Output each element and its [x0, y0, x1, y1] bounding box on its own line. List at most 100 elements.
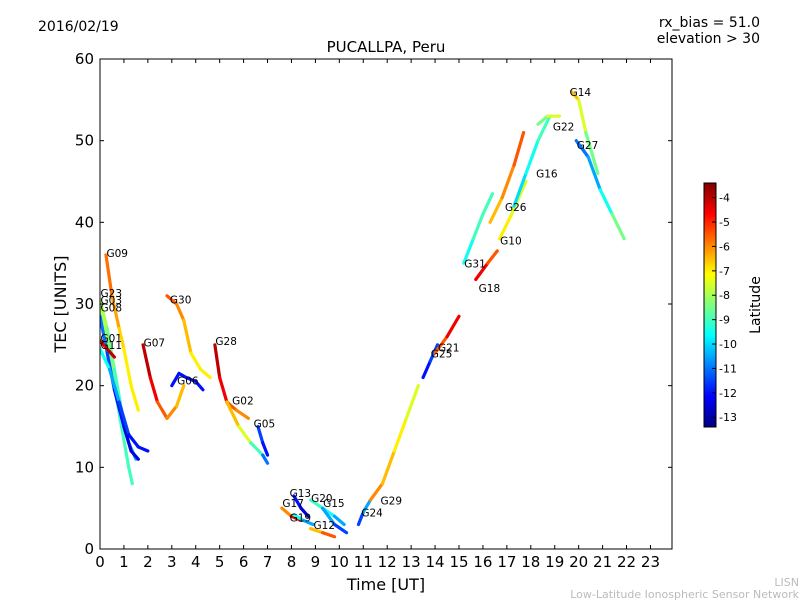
- colorbar-tick-label: -9: [719, 314, 730, 327]
- series-g16: [512, 114, 552, 208]
- series-segment: [165, 404, 179, 420]
- satellite-label-g26: G26: [505, 202, 527, 214]
- series-segment: [471, 212, 485, 241]
- series-g02: [225, 400, 270, 465]
- series-segment: [237, 424, 253, 445]
- series-segment: [100, 347, 112, 371]
- satellite-label-g21: G21: [438, 343, 460, 355]
- x-tick-label: 20: [569, 553, 588, 571]
- series-segment: [129, 384, 140, 412]
- series-g19: [292, 513, 315, 527]
- series-segment: [481, 192, 495, 216]
- satellite-label-g31: G31: [464, 258, 486, 270]
- series-segment: [577, 98, 588, 135]
- x-tick-label: 13: [402, 553, 421, 571]
- x-tick-label: 2: [143, 553, 153, 571]
- series-segment: [598, 188, 614, 216]
- x-tick-label: 18: [521, 553, 540, 571]
- x-tick-label: 6: [239, 553, 249, 571]
- satellite-label-g07: G07: [144, 338, 166, 350]
- series-segment: [129, 449, 140, 461]
- satellite-label-g19: G19: [290, 512, 312, 524]
- series-segment: [488, 196, 504, 224]
- satellite-label-g16: G16: [536, 169, 558, 181]
- series-segment: [261, 453, 270, 465]
- series-segment: [309, 526, 325, 535]
- series-segment: [292, 513, 306, 523]
- network-long-label: Low-Latitude Ionospheric Sensor Network: [570, 588, 799, 600]
- series-segment: [361, 498, 373, 514]
- series-segment: [320, 506, 337, 527]
- series-g18: [474, 249, 499, 282]
- series-segment: [536, 114, 550, 126]
- x-tick-label: 17: [497, 553, 516, 571]
- elevation-label: elevation > 30: [657, 31, 760, 47]
- y-tick-label: 60: [75, 50, 94, 68]
- series-g05: [256, 424, 270, 457]
- series-segment: [574, 139, 590, 159]
- series-segment: [392, 416, 408, 453]
- x-tick-label: 14: [426, 553, 445, 571]
- series-segment: [122, 424, 133, 453]
- satellite-label-g24: G24: [361, 508, 383, 520]
- colorbar-tick-label: -5: [719, 216, 730, 229]
- series-segment: [332, 522, 349, 535]
- series-g24: [356, 498, 373, 527]
- colorbar: -4 -5 -6 -7 -8 -9 -10 -11 -12 -13 Latitude: [703, 182, 764, 428]
- colorbar-tick-label: -12: [719, 387, 737, 400]
- series-segment: [584, 130, 600, 175]
- series-segment: [474, 261, 490, 282]
- satellite-label-g05: G05: [254, 419, 276, 431]
- series-segment: [586, 155, 602, 192]
- colorbar-tick-label: -10: [719, 338, 737, 351]
- series-g29: [368, 384, 420, 502]
- satellite-label-g30: G30: [170, 294, 192, 306]
- series-segment: [194, 379, 205, 392]
- series-segment: [155, 400, 169, 420]
- satellite-label-g15: G15: [323, 498, 345, 510]
- satellite-label-g29: G29: [381, 495, 403, 507]
- satellite-label-g20: G20: [311, 493, 333, 505]
- series-segment: [105, 347, 116, 359]
- series-segment: [189, 351, 203, 371]
- series-g09: [104, 253, 140, 412]
- series-segment: [610, 212, 626, 241]
- satellite-label-g11: G11: [101, 340, 123, 352]
- series-segment: [380, 449, 396, 486]
- series-g06: [170, 371, 205, 392]
- x-tick-label: 10: [330, 553, 349, 571]
- satellite-label-g06: G06: [177, 375, 199, 387]
- series-segment: [117, 326, 126, 351]
- series-g21: [433, 314, 461, 355]
- series-segment: [320, 531, 337, 539]
- series-g30: [165, 294, 212, 380]
- satellite-label-g10: G10: [500, 236, 522, 248]
- series-segment: [301, 518, 315, 527]
- series-segment: [105, 326, 116, 371]
- series-segment: [225, 400, 241, 429]
- satellite-label-g14: G14: [570, 87, 592, 99]
- series-segment: [292, 494, 303, 510]
- y-tick-label: 50: [75, 132, 94, 150]
- y-tick-label: 30: [75, 295, 94, 313]
- series-segment: [141, 343, 152, 380]
- series-segment: [148, 375, 160, 404]
- series-segment: [100, 339, 109, 351]
- series-segment: [122, 347, 133, 388]
- series-segment: [261, 441, 270, 457]
- series-segment: [136, 445, 150, 453]
- satellite-label-g13: G13: [290, 488, 312, 500]
- series-segment: [170, 371, 181, 388]
- colorbar-label: Latitude: [748, 276, 764, 334]
- series-g27: [574, 139, 626, 241]
- y-tick-label: 40: [75, 213, 94, 231]
- date-label: 2016/02/19: [38, 19, 119, 35]
- x-tick-label: 21: [593, 553, 612, 571]
- y-axis-label: TEC [UNITS]: [51, 256, 70, 354]
- satellite-label-g18: G18: [479, 283, 501, 295]
- satellite-label-g02: G02: [232, 396, 254, 408]
- series-g12: [309, 526, 337, 539]
- series-segment: [309, 498, 325, 510]
- chart-title: PUCALLPA, Peru: [327, 38, 446, 56]
- satellite-label-g17: G17: [282, 498, 304, 510]
